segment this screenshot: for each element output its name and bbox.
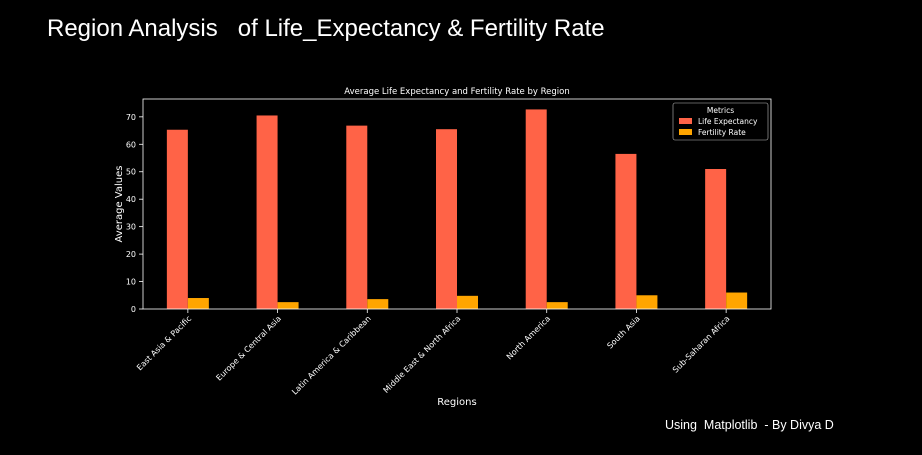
- x-tick-label: North America: [505, 314, 552, 361]
- y-tick-label: 60: [126, 140, 136, 149]
- bar-life-expectancy-3: [436, 129, 457, 309]
- credit-text: Using Matplotlib - By Divya D: [665, 418, 834, 432]
- legend-box: [672, 102, 769, 141]
- chart-title: Average Life Expectancy and Fertility Ra…: [344, 87, 569, 97]
- legend-swatch: [679, 118, 692, 124]
- bar-fertility-rate-5: [636, 295, 658, 309]
- bar-fertility-rate-0: [187, 298, 209, 309]
- page-title: Region Analysis of Life_Expectancy & Fer…: [47, 15, 605, 42]
- y-tick-label: 10: [126, 278, 136, 287]
- x-tick-label: Middle East & North Africa: [382, 314, 463, 395]
- y-tick-label: 0: [131, 305, 136, 314]
- bars-group: [166, 109, 748, 310]
- legend: Metrics Life Expectancy Fertility Rate: [672, 102, 769, 141]
- bar-life-expectancy-6: [705, 169, 727, 309]
- bar-life-expectancy-5: [615, 153, 637, 309]
- legend-label: Life Expectancy: [698, 117, 758, 126]
- bar-life-expectancy-2: [346, 125, 368, 310]
- bar-fertility-rate-3: [457, 295, 478, 309]
- x-tick-label: Europe & Central Asia: [214, 314, 283, 383]
- x-tick-label: Latin America & Caribbean: [290, 314, 373, 397]
- x-tick-label: Sub-Saharan Africa: [671, 314, 732, 375]
- bar-fertility-rate-1: [277, 302, 299, 309]
- y-tick-label: 20: [126, 250, 136, 259]
- legend-swatch: [679, 129, 692, 135]
- x-tick-label: East Asia & Pacific: [135, 314, 193, 372]
- x-axis-ticks: East Asia & Pacific Europe & Central Asia…: [135, 309, 732, 397]
- bar-life-expectancy-0: [166, 129, 188, 309]
- legend-title: Metrics: [707, 106, 734, 115]
- y-tick-label: 40: [126, 195, 136, 204]
- legend-label: Fertility Rate: [698, 128, 746, 137]
- y-axis-ticks: 0 10 20 30 40 50 60 70: [126, 113, 143, 314]
- bar-life-expectancy-4: [525, 109, 547, 310]
- bar-fertility-rate-4: [546, 302, 568, 309]
- x-axis-label: Regions: [437, 397, 476, 408]
- bar-fertility-rate-2: [367, 299, 389, 309]
- bar-fertility-rate-6: [726, 292, 748, 309]
- bar-life-expectancy-1: [256, 115, 278, 310]
- y-tick-label: 70: [126, 113, 136, 122]
- y-tick-label: 50: [126, 168, 136, 177]
- x-tick-label: South Asia: [605, 314, 642, 351]
- y-tick-label: 30: [126, 223, 136, 232]
- y-axis-label: Average Values: [114, 166, 125, 243]
